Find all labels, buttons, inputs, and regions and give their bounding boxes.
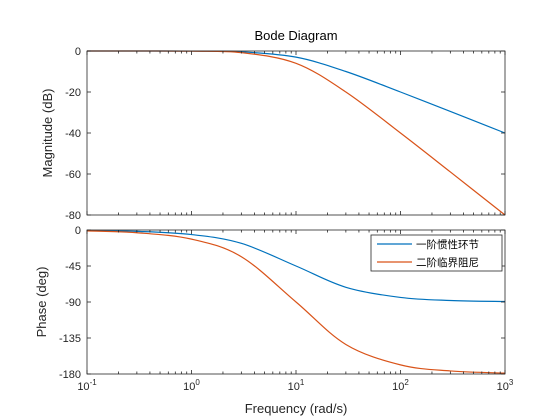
magnitude-ytick-label: -80	[65, 210, 81, 222]
xtick-label-exponent: 1	[300, 378, 305, 387]
phase-y-axis-label: Phase (deg)	[34, 267, 49, 338]
xtick-label-exponent: -1	[90, 378, 98, 387]
chart-title: Bode Diagram	[254, 28, 337, 43]
legend: 一阶惯性环节 二阶临界阻尼	[370, 234, 503, 272]
magnitude-ytick-label: -20	[65, 87, 81, 99]
legend-box	[370, 234, 503, 272]
xtick-label-exponent: 3	[509, 378, 514, 387]
magnitude-ytick-label: -60	[65, 169, 81, 181]
xtick-label-base: 10	[392, 381, 404, 393]
phase-series-second-order-line	[86, 230, 506, 374]
xtick-label-base: 10	[77, 381, 89, 393]
phase-ytick-label: -45	[65, 261, 81, 273]
xtick-label-exponent: 2	[404, 378, 409, 387]
xtick-label-exponent: 0	[195, 378, 200, 387]
phase-ytick-label: -180	[59, 369, 81, 381]
phase-ytick-label: -135	[59, 333, 81, 345]
xtick-label-base: 10	[497, 381, 509, 393]
legend-label-first-order: 一阶惯性环节	[416, 238, 479, 251]
xtick-label-base: 10	[183, 381, 195, 393]
x-axis-label: Frequency (rad/s)	[245, 401, 348, 416]
phase-ytick-label: -90	[65, 297, 81, 309]
magnitude-panel: 0 -20 -40 -60 -80 Bode Diagram	[65, 28, 506, 222]
magnitude-axes-box	[86, 50, 506, 216]
magnitude-y-axis-label: Magnitude (dB)	[40, 89, 55, 178]
phase-axes-box	[86, 229, 506, 375]
xtick-label-base: 10	[288, 381, 300, 393]
magnitude-plot-area	[87, 51, 505, 215]
phase-series-group	[86, 229, 506, 374]
phase-ytick-label: 0	[75, 225, 81, 237]
phase-series-first-order-line	[86, 229, 506, 303]
xtick-label: 10-1	[77, 378, 97, 393]
xtick-label: 101	[288, 378, 305, 393]
magnitude-ytick-label: 0	[75, 46, 81, 58]
xtick-label: 103	[497, 378, 514, 393]
magnitude-ytick-label: -40	[65, 128, 81, 140]
xtick-label: 102	[392, 378, 409, 393]
legend-label-second-order: 二阶临界阻尼	[416, 256, 479, 269]
xtick-label: 100	[183, 378, 200, 393]
